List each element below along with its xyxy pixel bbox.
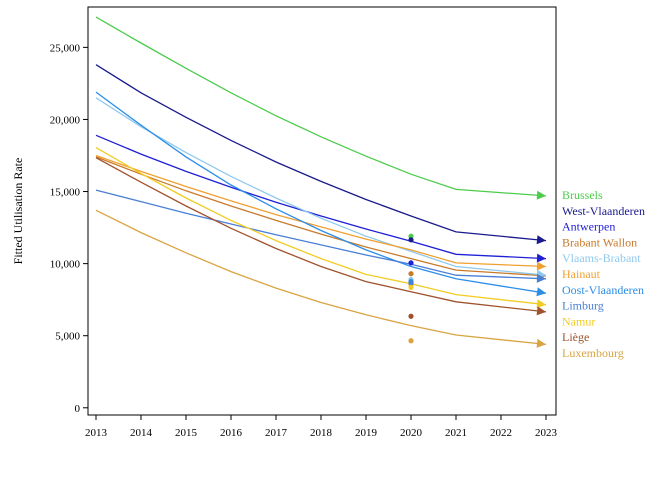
series-arrowhead-namur bbox=[536, 299, 546, 309]
legend-entry-brussels: Brussels bbox=[562, 188, 603, 202]
x-tick-label: 2019 bbox=[355, 427, 378, 439]
x-tick-label: 2021 bbox=[445, 427, 467, 439]
legend-entry-oost-vlaanderen: Oost-Vlaanderen bbox=[562, 283, 644, 297]
series-line-limburg bbox=[95, 189, 547, 280]
legend-entry-limburg: Limburg bbox=[562, 299, 604, 313]
legend-entry-luxembourg: Luxembourg bbox=[562, 346, 624, 360]
x-tick-label: 2015 bbox=[175, 427, 198, 439]
series-hainaut bbox=[95, 154, 547, 271]
y-tick-label: 15,000 bbox=[50, 187, 81, 199]
series-line-namur bbox=[95, 147, 547, 306]
legend: Brussels West-Vlaanderen AntwerpenBrabant … bbox=[562, 188, 645, 360]
legend-entry-hainaut: Hainaut bbox=[562, 267, 601, 281]
y-tick-label: 10,000 bbox=[50, 259, 81, 271]
points-2020-layer bbox=[408, 233, 414, 344]
series-brussels bbox=[95, 16, 547, 200]
series-luxembourg bbox=[95, 209, 547, 348]
series-layer bbox=[95, 16, 547, 348]
y-tick-label: 5,000 bbox=[55, 331, 80, 343]
x-tick-label: 2014 bbox=[130, 427, 153, 439]
series-line-hainaut bbox=[95, 154, 547, 268]
series-line-vlaams-brabant bbox=[95, 97, 547, 276]
x-tick-label: 2023 bbox=[535, 427, 558, 439]
y-axis: 0 5,000 10,000 15,000 20,000 25,000 bbox=[50, 42, 88, 415]
series-liege bbox=[95, 157, 547, 316]
series-arrowhead-hainaut bbox=[536, 261, 546, 271]
series-line-brabant-wallon bbox=[95, 156, 547, 277]
x-tick-label: 2017 bbox=[265, 427, 288, 439]
series-arrowhead-brussels bbox=[536, 190, 546, 200]
legend-entry-namur: Namur bbox=[562, 314, 595, 328]
x-tick-label: 2020 bbox=[400, 427, 423, 439]
series-line-brussels bbox=[95, 16, 547, 197]
point-2020-luxembourg bbox=[408, 338, 414, 344]
series-west-vlaanderen bbox=[95, 64, 547, 245]
series-arrowhead-antwerpen bbox=[536, 253, 546, 263]
point-2020-west-vlaanderen bbox=[408, 237, 414, 243]
legend-entry-vlaams-brabant: Vlaams-Brabant bbox=[562, 251, 641, 265]
series-arrowhead-west-vlaanderen bbox=[536, 235, 546, 245]
plot-frame bbox=[87, 6, 557, 416]
series-line-liege bbox=[95, 157, 547, 313]
point-2020-namur bbox=[408, 284, 414, 291]
x-tick-label: 2022 bbox=[490, 427, 512, 439]
point-2020-brabant-wallon bbox=[408, 271, 414, 277]
legend-entry-antwerpen: Antwerpen bbox=[562, 220, 615, 234]
series-arrowhead-oost-vlaanderen bbox=[536, 287, 546, 297]
point-2020-antwerpen bbox=[408, 260, 414, 266]
series-oost-vlaanderen bbox=[95, 91, 547, 297]
y-tick-label: 25,000 bbox=[50, 42, 81, 54]
series-namur bbox=[95, 147, 547, 309]
series-arrowhead-liege bbox=[536, 306, 546, 316]
legend-entry-liege: Liège bbox=[562, 330, 589, 344]
point-2020-brussels bbox=[408, 233, 414, 239]
point-2020-liege bbox=[408, 313, 414, 319]
series-line-antwerpen bbox=[95, 134, 547, 260]
x-axis: 2013 2014 2015 2016 2017 2018 2019 2020 2021 2022… bbox=[85, 415, 558, 439]
x-tick-label: 2016 bbox=[220, 427, 243, 439]
y-axis-title: Fitted Utilisation Rate bbox=[11, 158, 25, 265]
series-line-west-vlaanderen bbox=[95, 64, 547, 242]
legend-entry-west-vlaanderen: West-Vlaanderen bbox=[562, 204, 645, 218]
x-tick-label: 2018 bbox=[310, 427, 333, 439]
x-tick-label: 2013 bbox=[85, 427, 108, 439]
series-vlaams-brabant bbox=[95, 97, 547, 279]
y-tick-label: 20,000 bbox=[50, 114, 81, 126]
point-2020-limburg bbox=[408, 280, 414, 286]
legend-entry-brabant-wallon: Brabant Wallon bbox=[562, 235, 637, 249]
series-antwerpen bbox=[95, 134, 547, 263]
series-line-luxembourg bbox=[95, 209, 547, 346]
series-arrowhead-limburg bbox=[536, 273, 546, 283]
y-tick-label: 0 bbox=[75, 403, 81, 415]
series-arrowhead-luxembourg bbox=[536, 338, 546, 348]
series-line-oost-vlaanderen bbox=[95, 91, 547, 294]
series-limburg bbox=[95, 189, 547, 283]
